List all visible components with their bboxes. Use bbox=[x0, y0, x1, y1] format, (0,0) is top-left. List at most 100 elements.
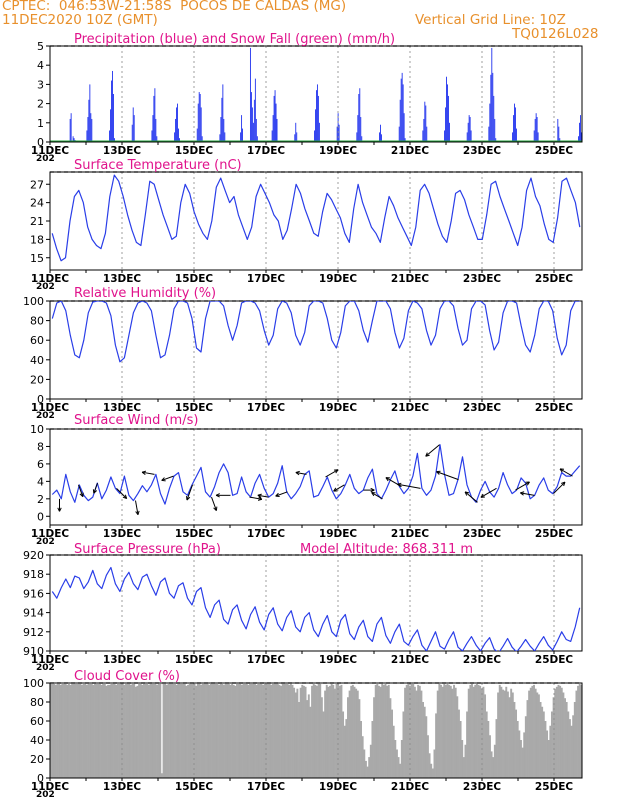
cloud-cover-bar bbox=[524, 716, 527, 778]
precip-bar bbox=[514, 103, 515, 142]
x-tick-label: 23DEC bbox=[463, 528, 502, 540]
precip-bar bbox=[492, 72, 494, 142]
cloud-cover-bar bbox=[387, 684, 390, 778]
cloud-cover-bar bbox=[345, 719, 348, 778]
precip-bar bbox=[91, 118, 93, 142]
cloud-cover-bar bbox=[216, 683, 219, 778]
cloud-cover-bar bbox=[426, 735, 429, 778]
cloud-cover-bar bbox=[320, 697, 323, 778]
cloud-cover-bar bbox=[160, 773, 163, 778]
cloud-cover-bar bbox=[402, 711, 405, 778]
cloud-cover-bar bbox=[112, 683, 114, 778]
cloud-cover-bar bbox=[555, 686, 558, 778]
cloud-cover-bar bbox=[250, 683, 253, 778]
wind-vector-arrow bbox=[464, 491, 478, 503]
cloud-cover-bar bbox=[270, 684, 273, 778]
cloud-cover-bar bbox=[397, 757, 400, 778]
x-tick-label: 19DEC bbox=[319, 273, 358, 285]
cloud-cover-bar bbox=[503, 690, 506, 778]
precip-bar bbox=[250, 92, 252, 142]
cloud-cover-bar bbox=[209, 683, 212, 778]
cloud-cover-bar bbox=[497, 692, 500, 778]
precip-bar bbox=[580, 115, 581, 142]
x-tick-label: 17DEC bbox=[247, 781, 286, 793]
cloud-cover-bar bbox=[296, 688, 299, 778]
cloud-cover-bar bbox=[541, 706, 544, 778]
humidity-panel: 0 20 40 60 80 100 11DEC 13DEC 15DEC 17DEC 19DEC 21D… bbox=[23, 286, 583, 421]
cloud-cover-bar bbox=[319, 683, 322, 778]
cloud-cover-bar bbox=[66, 684, 69, 778]
precip-bar bbox=[380, 124, 381, 142]
cloud-cover-bar bbox=[105, 685, 108, 778]
x-tick-label: 11DEC bbox=[31, 654, 70, 666]
cloud-cover-bar bbox=[546, 730, 549, 778]
wind-vector-arrow bbox=[57, 498, 62, 512]
cloud-cover-bar bbox=[469, 684, 472, 778]
wind-vector-arrow bbox=[436, 470, 459, 481]
x-tick-label: 23DEC bbox=[463, 781, 502, 793]
y-tick-label: 0 bbox=[37, 136, 44, 149]
wind-vector-arrow bbox=[249, 496, 263, 501]
precip-bar bbox=[69, 118, 71, 142]
cloud-cover-bar bbox=[358, 699, 361, 778]
precip-bar bbox=[133, 115, 135, 142]
cloud-cover-bar bbox=[438, 683, 441, 778]
precip-bar bbox=[252, 122, 254, 142]
wind-vector-arrow bbox=[480, 487, 497, 498]
cloud-cover-bar bbox=[528, 690, 531, 778]
cloud-cover-bar bbox=[464, 744, 467, 778]
cloud-cover-bar bbox=[327, 686, 330, 778]
y-tick-label: 0 bbox=[37, 393, 44, 406]
cloud-cover-bar bbox=[185, 685, 188, 778]
cloud-cover-bar bbox=[475, 683, 478, 778]
wind-vector-arrow bbox=[371, 492, 383, 500]
cloud-cover-bar bbox=[368, 757, 371, 778]
precip-bar bbox=[537, 132, 539, 142]
cloud-cover-bar bbox=[82, 683, 85, 778]
precip-bar bbox=[276, 118, 278, 142]
cloud-cover-bar bbox=[356, 690, 359, 778]
precip-bar bbox=[201, 136, 203, 142]
cloud-cover-bar bbox=[378, 685, 380, 778]
cloud-cover-bar bbox=[245, 683, 248, 778]
precip-bar bbox=[444, 130, 445, 142]
cloud-cover-bar bbox=[239, 683, 242, 778]
cloud-cover-bar bbox=[67, 683, 70, 778]
precip-bar bbox=[296, 132, 298, 142]
precip-bar bbox=[581, 132, 582, 142]
x-tick-label: 11DEC bbox=[31, 528, 70, 540]
precip-bar bbox=[446, 76, 447, 142]
cloud-cover-bar bbox=[413, 686, 416, 778]
cloud-cover-bar bbox=[247, 684, 250, 778]
cloud-cover-bar bbox=[519, 740, 522, 778]
cloud-cover-bar bbox=[533, 684, 535, 778]
cloud-cover-bar bbox=[72, 683, 75, 778]
cloud-cover-bar bbox=[133, 683, 136, 778]
cloud-cover-bar bbox=[81, 684, 83, 778]
cloud-cover-bar bbox=[193, 683, 196, 778]
wind-vector-arrow bbox=[135, 500, 140, 516]
precip-bar bbox=[274, 90, 276, 142]
cloud-cover-bar bbox=[177, 683, 180, 778]
cloud-cover-bar bbox=[299, 687, 302, 778]
cloud-cover-bar bbox=[267, 683, 269, 778]
y-tick-label: 6 bbox=[37, 458, 44, 471]
precip-bar bbox=[155, 118, 157, 142]
cloud-cover-bar bbox=[115, 684, 118, 778]
cloud-cover-bar bbox=[500, 686, 503, 778]
y-tick-label: 20 bbox=[30, 753, 44, 766]
panel-title: Precipitation (blue) and Snow Fall (gree… bbox=[74, 32, 395, 47]
cloud-cover-bar bbox=[409, 685, 411, 778]
cloud-cover-bar bbox=[141, 684, 144, 778]
cloud-cover-bar bbox=[511, 692, 514, 778]
cloud-cover-bar bbox=[444, 684, 447, 778]
cloud-cover-bar bbox=[249, 683, 252, 778]
cloud-cover-bar bbox=[126, 683, 129, 778]
x-tick-label: 25DEC bbox=[535, 654, 574, 666]
cloud-cover-bar bbox=[513, 702, 516, 778]
y-tick-label: 80 bbox=[30, 696, 44, 709]
precip-bar bbox=[447, 84, 448, 142]
cloud-cover-bar bbox=[284, 683, 287, 778]
cloud-cover-bar bbox=[363, 749, 366, 778]
cloud-cover-bar bbox=[399, 763, 402, 778]
